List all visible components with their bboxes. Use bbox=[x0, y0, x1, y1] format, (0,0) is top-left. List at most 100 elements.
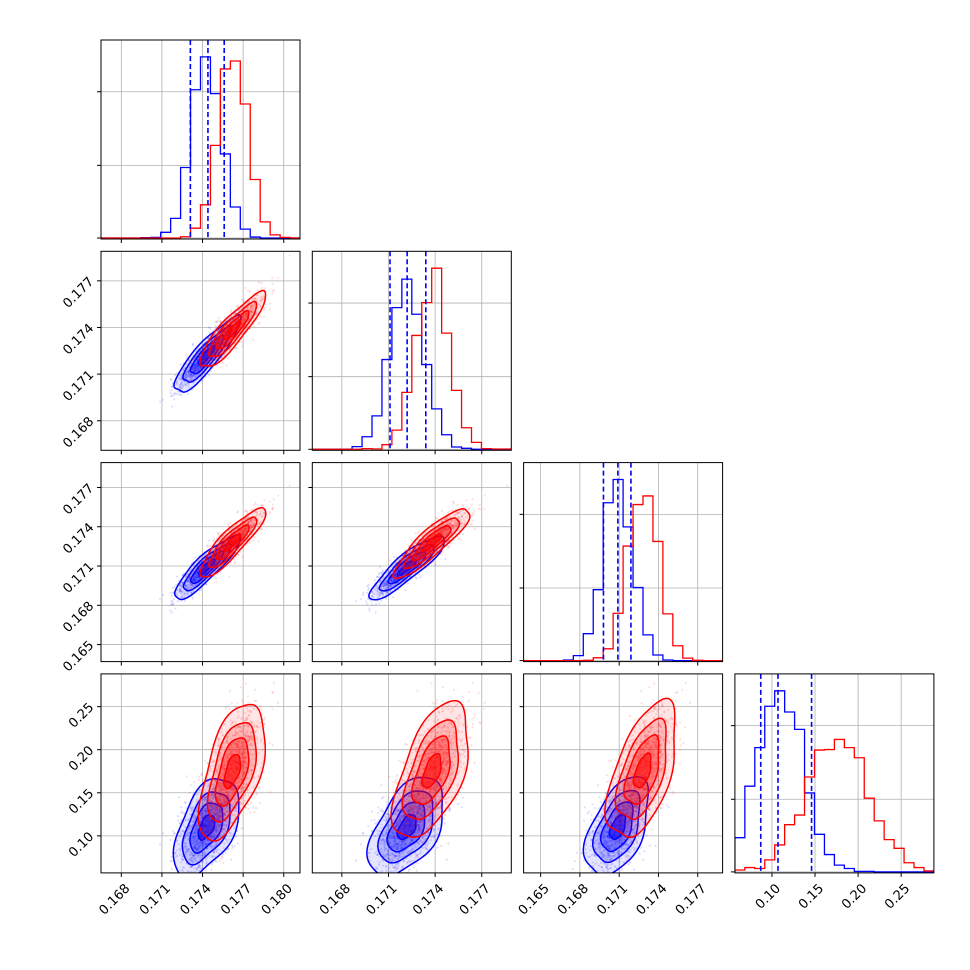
sample-point bbox=[185, 584, 188, 588]
sample-point bbox=[171, 603, 175, 606]
plot-root: 0.1680.1710.1740.1770.1650.1680.1710.174… bbox=[60, 39, 935, 918]
sample-point bbox=[261, 297, 264, 301]
sample-point bbox=[212, 349, 215, 352]
sample-point bbox=[222, 348, 225, 352]
sample-point bbox=[183, 599, 186, 602]
sample-point bbox=[208, 342, 212, 345]
sample-point bbox=[187, 370, 190, 373]
sample-point bbox=[253, 536, 256, 539]
sample-point bbox=[219, 342, 222, 345]
sample-point bbox=[213, 343, 216, 347]
sample-point bbox=[223, 316, 226, 319]
sample-point bbox=[191, 585, 194, 588]
sample-point bbox=[217, 357, 220, 360]
sample-point bbox=[241, 555, 244, 558]
sample-point bbox=[220, 350, 223, 353]
sample-point bbox=[195, 365, 199, 368]
sample-point bbox=[195, 367, 199, 370]
sample-point bbox=[249, 508, 253, 512]
sample-point bbox=[188, 386, 191, 389]
sample-point bbox=[249, 311, 253, 315]
sample-point bbox=[256, 288, 259, 292]
sample-point bbox=[238, 317, 241, 320]
panel-content bbox=[158, 254, 291, 408]
sample-point bbox=[192, 576, 195, 579]
sample-point bbox=[193, 370, 196, 373]
sample-point bbox=[217, 532, 220, 535]
sample-point bbox=[196, 575, 199, 579]
sample-point bbox=[253, 503, 256, 507]
sample-point bbox=[221, 323, 224, 327]
sample-point bbox=[271, 282, 274, 286]
sample-point bbox=[258, 302, 261, 306]
sample-point bbox=[204, 359, 207, 362]
sample-point bbox=[217, 328, 220, 332]
sample-point bbox=[248, 317, 251, 320]
sample-point bbox=[257, 540, 260, 543]
sample-point bbox=[194, 364, 197, 367]
sample-point bbox=[195, 368, 198, 371]
sample-point bbox=[187, 579, 190, 582]
sample-point bbox=[392, 595, 395, 599]
sample-point bbox=[203, 360, 207, 364]
sample-point bbox=[195, 573, 199, 577]
sample-point bbox=[198, 366, 202, 369]
sample-point bbox=[243, 299, 246, 302]
sample-point bbox=[214, 349, 218, 352]
sample-point bbox=[194, 369, 197, 372]
sample-point bbox=[243, 318, 246, 321]
sample-point bbox=[260, 295, 263, 298]
sample-point bbox=[179, 393, 182, 396]
sample-point bbox=[197, 367, 200, 370]
sample-point bbox=[213, 348, 216, 351]
sample-point bbox=[176, 600, 179, 603]
sample-point bbox=[218, 342, 221, 345]
sample-point bbox=[245, 314, 249, 317]
sample-point bbox=[197, 575, 200, 578]
sample-point bbox=[217, 555, 220, 559]
sample-point bbox=[199, 366, 202, 369]
sample-point bbox=[188, 577, 191, 580]
sample-point bbox=[198, 559, 201, 562]
sample-point bbox=[252, 304, 255, 307]
sample-point bbox=[191, 375, 194, 378]
sample-point bbox=[211, 548, 214, 551]
sample-point bbox=[194, 369, 197, 373]
sample-point bbox=[244, 312, 247, 315]
sample-point bbox=[191, 367, 195, 370]
sample-point bbox=[271, 289, 274, 293]
y-tick-label: 0.174 bbox=[60, 520, 97, 557]
sample-point bbox=[191, 367, 195, 370]
sample-point bbox=[244, 312, 247, 315]
sample-point bbox=[181, 378, 184, 382]
sample-point bbox=[263, 499, 266, 502]
sample-point bbox=[244, 316, 247, 319]
sample-point bbox=[194, 556, 197, 559]
sample-point bbox=[195, 573, 199, 576]
sample-point bbox=[218, 553, 221, 556]
sample-point bbox=[185, 587, 189, 590]
sample-point bbox=[250, 310, 253, 314]
sample-point bbox=[198, 352, 201, 355]
sample-point bbox=[197, 365, 200, 368]
sample-point bbox=[243, 317, 246, 321]
sample-point bbox=[268, 511, 272, 514]
sample-point bbox=[221, 339, 224, 342]
sample-point bbox=[209, 358, 212, 361]
panel-0-0 bbox=[97, 39, 301, 243]
sample-point bbox=[191, 597, 194, 600]
sample-point bbox=[195, 365, 199, 368]
sample-point bbox=[219, 320, 222, 323]
sample-point bbox=[214, 339, 217, 343]
sample-point bbox=[260, 282, 263, 285]
sample-point bbox=[180, 584, 183, 587]
sample-point bbox=[183, 380, 186, 383]
sample-point bbox=[214, 352, 217, 355]
sample-point bbox=[174, 607, 177, 610]
sample-point bbox=[215, 581, 218, 584]
sample-point bbox=[205, 359, 208, 362]
sample-point bbox=[213, 537, 216, 540]
panel-1-1 bbox=[308, 250, 512, 455]
sample-point bbox=[217, 342, 220, 345]
sample-point bbox=[196, 569, 199, 572]
